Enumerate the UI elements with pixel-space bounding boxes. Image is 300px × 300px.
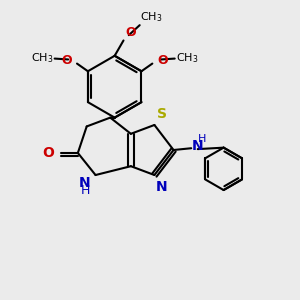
Text: N: N bbox=[156, 180, 167, 194]
Text: N: N bbox=[79, 176, 90, 190]
Text: O: O bbox=[42, 146, 54, 160]
Text: N: N bbox=[192, 139, 203, 153]
Text: O: O bbox=[61, 53, 72, 67]
Text: H: H bbox=[198, 134, 207, 144]
Text: CH$_3$: CH$_3$ bbox=[140, 10, 162, 24]
Text: O: O bbox=[158, 53, 168, 67]
Text: CH$_3$: CH$_3$ bbox=[31, 52, 53, 65]
Text: O: O bbox=[125, 26, 136, 39]
Text: S: S bbox=[158, 107, 167, 122]
Text: CH$_3$: CH$_3$ bbox=[176, 52, 199, 65]
Text: H: H bbox=[81, 184, 90, 197]
